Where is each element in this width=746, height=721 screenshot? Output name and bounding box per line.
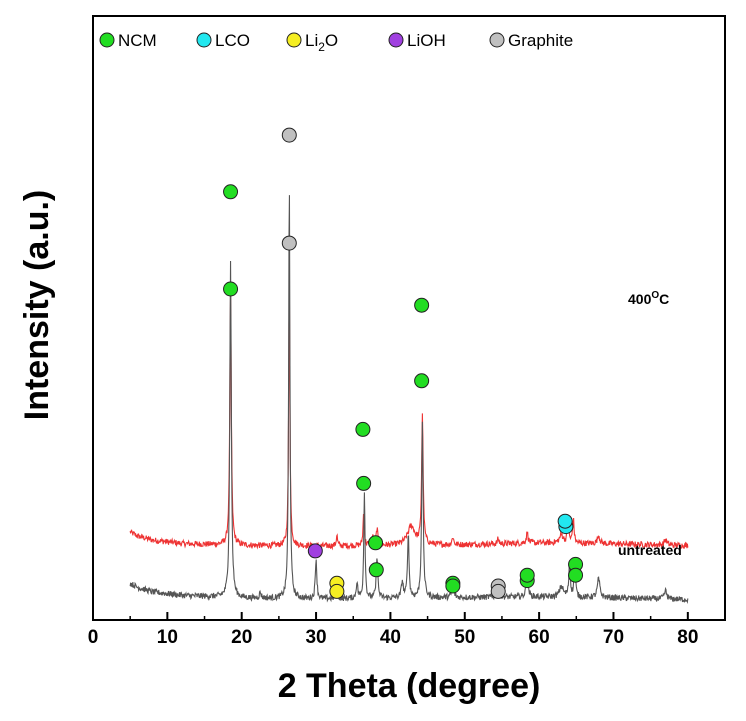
series-layer <box>129 195 689 604</box>
x-tick-label: 70 <box>603 627 624 648</box>
legend-label-lioh: LiOH <box>407 31 446 50</box>
phase-marker-ncm <box>414 297 430 313</box>
phase-marker-li2o <box>329 583 345 599</box>
legend-label-ncm: NCM <box>118 31 157 50</box>
phase-marker-ncm <box>568 567 584 583</box>
marker-layer <box>223 127 584 599</box>
series-line-0 <box>129 293 689 551</box>
phase-marker-graphite <box>281 127 297 143</box>
y-axis-title: Intensity (a.u.) <box>18 190 56 420</box>
x-tick-label: 80 <box>677 627 698 648</box>
legend-label-lco: LCO <box>215 31 250 50</box>
legend-swatch-lioh <box>388 32 404 48</box>
series-label-untreated: untreated <box>618 542 682 558</box>
x-tick-label: 60 <box>529 627 550 648</box>
x-tick-label: 30 <box>305 627 326 648</box>
series-label-400c: 400OC <box>628 290 669 307</box>
phase-marker-ncm <box>414 373 430 389</box>
legend-swatch-graphite <box>489 32 505 48</box>
phase-marker-lioh <box>307 543 323 559</box>
phase-marker-graphite <box>281 235 297 251</box>
x-tick-label: 20 <box>231 627 252 648</box>
x-tick-label: 40 <box>380 627 401 648</box>
legend-label-graphite: Graphite <box>508 31 573 50</box>
phase-marker-graphite <box>490 583 506 599</box>
plot-frame <box>92 15 726 621</box>
phase-marker-ncm <box>519 567 535 583</box>
phase-marker-ncm <box>223 281 239 297</box>
x-tick-label: 0 <box>88 627 99 648</box>
phase-marker-ncm <box>223 184 239 200</box>
legend-swatch-li2o <box>286 32 302 48</box>
legend-label-li2o: Li2O <box>305 31 338 54</box>
legend: NCM LCO Li2O LiOH Graphite <box>99 31 573 54</box>
legend-swatch-lco <box>196 32 212 48</box>
phase-marker-ncm <box>355 421 371 437</box>
x-axis-ticks: 0 10 20 30 40 50 60 70 80 <box>88 612 698 648</box>
legend-swatch-ncm <box>99 32 115 48</box>
phase-marker-lco <box>557 513 573 529</box>
phase-marker-ncm <box>356 475 372 491</box>
x-tick-label: 10 <box>157 627 178 648</box>
x-tick-label: 50 <box>454 627 475 648</box>
x-axis-title: 2 Theta (degree) <box>278 667 541 705</box>
phase-marker-ncm <box>445 578 461 594</box>
phase-marker-ncm <box>368 562 384 578</box>
phase-marker-ncm <box>368 535 384 551</box>
series-line-1 <box>129 195 689 604</box>
